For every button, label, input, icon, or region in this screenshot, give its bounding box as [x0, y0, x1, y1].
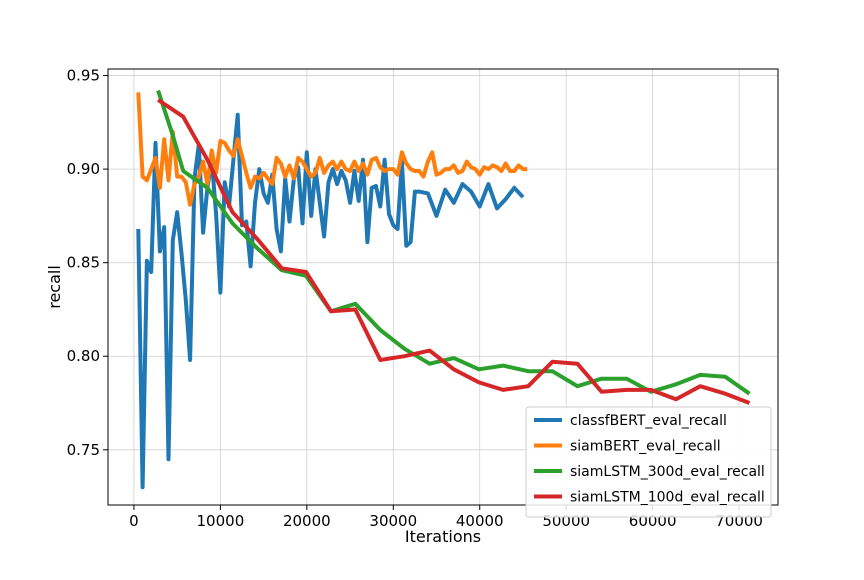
x-tick-label: 40000	[456, 512, 504, 530]
y-tick-label: 0.80	[67, 347, 100, 365]
y-tick-label: 0.85	[67, 254, 100, 272]
legend: classfBERT_eval_recall siamBERT_eval_reca…	[525, 406, 772, 518]
x-axis-label: Iterations	[405, 527, 481, 546]
y-tick-label: 0.95	[67, 67, 100, 85]
x-tick-label: 0	[129, 512, 139, 530]
legend-label-1: siamBERT_eval_recall	[570, 439, 721, 455]
x-tick-label: 30000	[369, 512, 417, 530]
x-tick-label: 20000	[283, 512, 331, 530]
y-axis-label: recall	[45, 265, 64, 309]
legend-label-0: classfBERT_eval_recall	[570, 413, 727, 429]
legend-label-3: siamLSTM_100d_eval_recall	[570, 490, 765, 506]
series-line-3	[156, 98, 751, 405]
series-layer	[136, 89, 751, 490]
legend-box	[525, 406, 772, 518]
legend-label-2: siamLSTM_300d_eval_recall	[570, 464, 765, 480]
y-tick-label: 0.75	[67, 441, 100, 459]
plot-frame	[107, 68, 779, 506]
y-tick-label: 0.90	[67, 160, 100, 178]
x-tick-label: 10000	[197, 512, 245, 530]
series-line-1	[136, 92, 528, 207]
series-line-0	[136, 112, 525, 490]
